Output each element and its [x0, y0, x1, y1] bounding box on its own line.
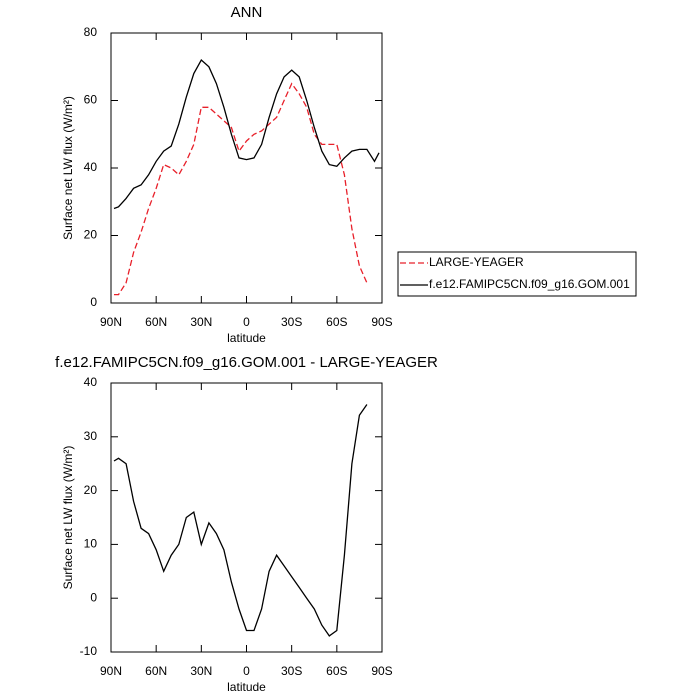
chart-title: ANN: [231, 4, 263, 21]
y-tick-label: 0: [90, 590, 97, 604]
y-tick-label: 20: [84, 483, 98, 497]
y-tick-label: 40: [84, 160, 98, 174]
data-line: [113, 58, 380, 210]
y-tick-label: 40: [84, 375, 98, 389]
x-tick-label: 30N: [190, 315, 212, 329]
x-tick-label: 60S: [326, 664, 347, 678]
x-tick-label: 60N: [145, 315, 167, 329]
x-tick-label: 30N: [190, 664, 212, 678]
y-tick-label: 10: [84, 537, 98, 551]
y-tick-label: -10: [80, 644, 98, 658]
y-tick-label: 0: [90, 295, 97, 309]
y-tick-label: 30: [84, 429, 98, 443]
x-tick-label: 60S: [326, 315, 347, 329]
x-tick-label: 30S: [281, 315, 302, 329]
data-line: [114, 82, 368, 296]
legend-label: f.e12.FAMIPC5CN.f09_g16.GOM.001: [429, 277, 630, 291]
data-line: [113, 404, 368, 637]
x-axis-label: latitude: [227, 331, 266, 345]
chart-title: f.e12.FAMIPC5CN.f09_g16.GOM.001 - LARGE-…: [55, 354, 438, 371]
plot-frame: [110, 32, 383, 304]
plot-frame: [110, 382, 383, 653]
y-tick-label: 20: [84, 228, 98, 242]
y-tick-label: 60: [84, 93, 98, 107]
x-tick-label: 30S: [281, 664, 302, 678]
legend-box: [397, 251, 637, 297]
y-axis-label: Surface net LW flux (W/m²): [61, 96, 75, 240]
x-tick-label: 90S: [371, 315, 392, 329]
x-axis-label: latitude: [227, 680, 266, 694]
x-tick-label: 0: [243, 315, 250, 329]
x-tick-label: 90S: [371, 664, 392, 678]
x-tick-label: 0: [243, 664, 250, 678]
legend-label: LARGE-YEAGER: [429, 255, 524, 269]
y-axis-label: Surface net LW flux (W/m²): [61, 446, 75, 590]
x-tick-label: 90N: [100, 315, 122, 329]
x-tick-label: 60N: [145, 664, 167, 678]
x-tick-label: 90N: [100, 664, 122, 678]
y-tick-label: 80: [84, 25, 98, 39]
